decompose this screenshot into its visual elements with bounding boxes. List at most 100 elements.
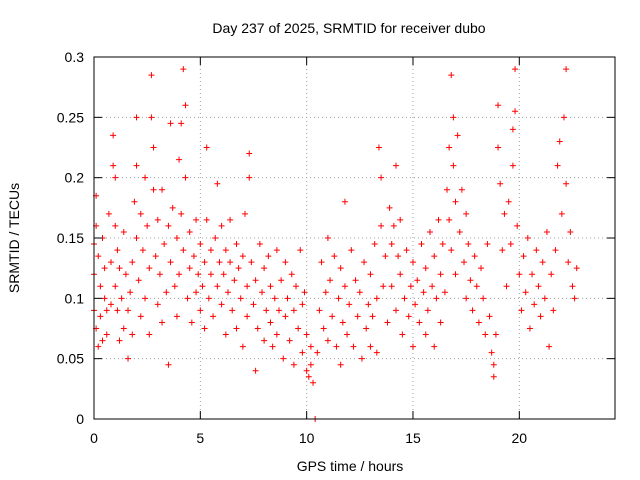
data-point — [524, 235, 531, 241]
data-point — [437, 271, 444, 278]
data-point — [267, 319, 274, 326]
data-point — [144, 222, 151, 229]
data-point — [392, 162, 399, 169]
data-point — [193, 289, 200, 296]
data-point — [171, 283, 178, 290]
data-point — [103, 331, 110, 338]
data-point — [384, 319, 391, 326]
data-point — [241, 210, 248, 217]
data-point — [239, 343, 246, 350]
data-point — [103, 307, 110, 314]
data-point — [395, 253, 402, 260]
data-point — [501, 210, 508, 217]
data-point — [203, 216, 210, 223]
y-tick-label: 0.1 — [65, 290, 85, 306]
data-point — [448, 247, 455, 254]
data-point — [135, 277, 142, 284]
data-point — [133, 235, 140, 241]
data-point — [254, 325, 261, 332]
data-point — [180, 247, 187, 254]
data-point — [435, 216, 442, 223]
data-point — [258, 289, 265, 296]
data-point — [122, 271, 129, 278]
data-point — [199, 283, 206, 290]
data-point — [173, 313, 180, 320]
data-point — [563, 66, 570, 73]
data-point — [520, 253, 527, 260]
data-point — [341, 283, 348, 290]
data-point — [193, 216, 200, 223]
y-tick-label: 0.3 — [65, 49, 85, 65]
data-point — [350, 343, 357, 350]
data-point — [178, 120, 185, 127]
data-point — [388, 241, 395, 248]
data-point — [473, 283, 480, 290]
data-point — [346, 301, 353, 308]
data-point — [246, 150, 253, 157]
y-tick-label: 0.2 — [65, 170, 85, 186]
data-point — [554, 162, 561, 169]
data-point — [173, 235, 180, 241]
data-point — [458, 186, 465, 193]
data-point — [131, 198, 138, 205]
data-point — [97, 283, 104, 290]
data-point — [256, 241, 263, 248]
data-point — [424, 307, 431, 314]
data-point — [437, 319, 444, 326]
data-point — [139, 247, 146, 254]
data-point — [118, 295, 125, 302]
data-point — [269, 343, 276, 350]
data-point — [95, 253, 102, 260]
data-point — [205, 295, 212, 302]
data-point — [99, 337, 106, 344]
data-point — [129, 331, 136, 338]
data-point — [327, 277, 334, 284]
data-point — [252, 367, 259, 374]
data-point — [182, 102, 189, 109]
data-point — [303, 331, 310, 338]
data-point — [373, 295, 380, 302]
data-point — [137, 313, 144, 320]
data-point — [420, 289, 427, 296]
data-point — [358, 355, 365, 362]
data-point — [169, 204, 176, 211]
data-point — [463, 295, 470, 302]
data-point — [214, 180, 221, 187]
data-point — [120, 228, 127, 235]
data-point — [290, 307, 297, 314]
data-point — [488, 349, 495, 356]
data-point — [233, 325, 240, 332]
data-point — [282, 259, 289, 266]
data-point — [516, 271, 523, 278]
data-point — [512, 108, 519, 115]
data-point — [176, 156, 183, 163]
data-point — [184, 295, 191, 302]
data-point — [222, 247, 229, 254]
data-point — [382, 253, 389, 260]
data-point — [210, 313, 217, 320]
data-point — [146, 331, 153, 338]
data-point — [314, 349, 321, 356]
data-point — [550, 307, 557, 314]
data-point — [467, 277, 474, 284]
data-point — [207, 247, 214, 254]
data-point — [112, 174, 119, 181]
x-tick-label: 20 — [512, 430, 528, 446]
data-point — [556, 138, 563, 145]
data-point — [531, 301, 538, 308]
data-point — [152, 253, 159, 260]
data-point — [244, 313, 251, 320]
data-point — [392, 307, 399, 314]
data-point — [261, 337, 268, 344]
data-point — [337, 361, 344, 368]
data-point — [367, 271, 374, 278]
data-point — [341, 198, 348, 205]
data-point — [409, 259, 416, 266]
data-point — [475, 319, 482, 326]
data-point — [469, 307, 476, 314]
data-point — [558, 210, 565, 217]
data-point — [167, 120, 174, 127]
data-point — [375, 144, 382, 151]
data-point — [108, 301, 115, 308]
